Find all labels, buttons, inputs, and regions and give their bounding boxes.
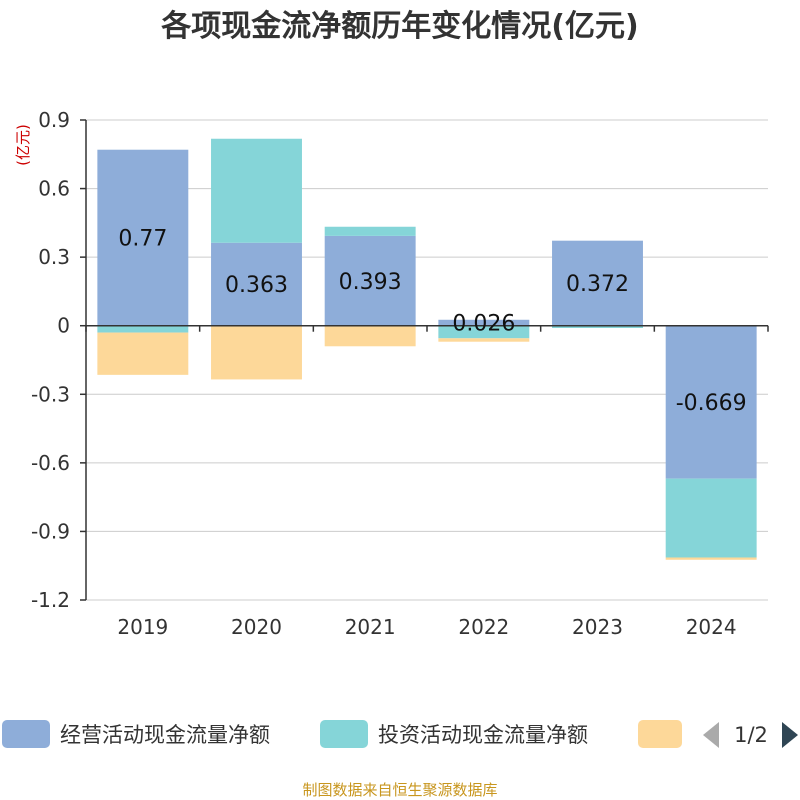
bar-financing-2024: [665, 557, 757, 560]
legend-label-investing: 投资活动现金流量净额: [378, 723, 588, 747]
bar-operating-2022: [438, 319, 530, 326]
x-tick-label: 2022: [458, 615, 509, 639]
y-tick-label: -1.2: [31, 588, 70, 612]
legend-page-indicator: 1/2: [734, 723, 768, 747]
y-tick-labels: 0.9 0.6 0.3 0 -0.3 -0.6 -0.9 -1.2: [31, 108, 70, 612]
legend-item-investing[interactable]: 投资活动现金流量净额: [320, 720, 588, 748]
bar-operating-2021: [324, 235, 416, 326]
x-tick-label: 2021: [345, 615, 396, 639]
data-label-2023: 0.372: [566, 272, 629, 297]
x-tick-label: 2019: [117, 615, 168, 639]
y-tick-label: 0: [57, 314, 70, 338]
y-tick-label: 0.6: [38, 177, 70, 201]
legend-swatch-financing: [638, 720, 682, 748]
legend-swatch-operating: [2, 720, 50, 748]
data-label-2024: -0.669: [676, 391, 747, 416]
bar-operating-2020: [211, 242, 302, 326]
data-labels: 0.77 0.363 0.393 0.026 0.372 -0.669: [118, 227, 746, 416]
bar-investing-2020: [211, 138, 302, 243]
bar-investing-2022: [438, 325, 530, 339]
legend-swatch-investing: [320, 720, 368, 748]
data-label-2022: 0.026: [452, 312, 515, 337]
data-label-2019: 0.77: [118, 227, 167, 252]
bar-operating-2023: [552, 240, 643, 326]
data-label-2020: 0.363: [225, 273, 288, 298]
bar-operating-2024: [665, 325, 757, 479]
bar-investing-2019: [97, 325, 189, 333]
legend-item-financing[interactable]: [638, 720, 682, 748]
source-note: 制图数据来自恒生聚源数据库: [302, 781, 497, 799]
triangle-left-icon[interactable]: [703, 722, 719, 748]
x-tick-label: 2024: [686, 615, 737, 639]
axes: [80, 119, 769, 601]
bar-financing-2020: [211, 325, 302, 380]
bar-investing-2023: [552, 325, 643, 328]
bar-investing-2024: [665, 478, 757, 558]
y-axis-unit-label: (亿元): [14, 124, 32, 166]
legend-label-operating: 经营活动现金流量净额: [60, 723, 270, 747]
grid-lines: [86, 119, 768, 601]
x-tick-labels: 2019 2020 2021 2022 2023 2024: [117, 615, 736, 639]
bar-financing-2019: [97, 332, 189, 375]
bar-financing-2021: [324, 325, 416, 347]
bars: [97, 138, 757, 560]
x-tick-label: 2023: [572, 615, 623, 639]
chart-title: 各项现金流净额历年变化情况(亿元): [160, 9, 638, 44]
y-tick-label: -0.9: [31, 519, 70, 543]
y-tick-label: 0.3: [38, 245, 70, 269]
bar-financing-2022: [438, 338, 530, 342]
y-tick-label: 0.9: [38, 108, 70, 132]
legend: 经营活动现金流量净额 投资活动现金流量净额 1/2: [2, 720, 798, 748]
bar-operating-2019: [97, 149, 189, 326]
triangle-right-icon[interactable]: [782, 722, 798, 748]
y-tick-label: -0.3: [31, 382, 70, 406]
bar-investing-2021: [324, 226, 416, 236]
data-label-2021: 0.393: [339, 270, 402, 295]
legend-item-operating[interactable]: 经营活动现金流量净额: [2, 720, 270, 748]
y-tick-label: -0.6: [31, 451, 70, 475]
x-tick-label: 2020: [231, 615, 282, 639]
